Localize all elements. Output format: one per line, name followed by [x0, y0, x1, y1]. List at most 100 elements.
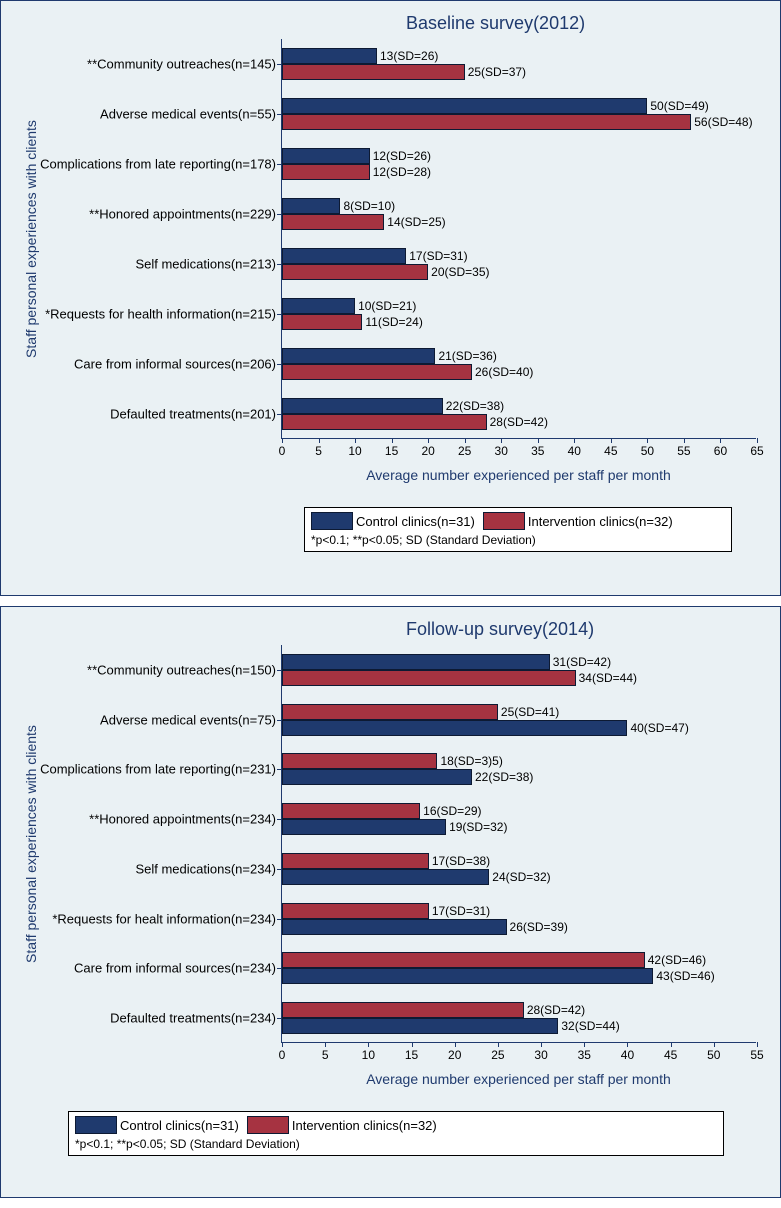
intervention-bar: [282, 314, 362, 330]
intervention-bar: [282, 704, 498, 720]
y-axis-label: Staff personal experiences with clients: [23, 109, 39, 369]
category-label: Self medications(n=234): [135, 861, 282, 876]
category-label: Care from informal sources(n=206): [74, 357, 282, 372]
category-label: Self medications(n=213): [135, 257, 282, 272]
legend: Control clinics(n=31)Intervention clinic…: [68, 1111, 724, 1156]
x-tick-label: 0: [279, 444, 286, 458]
intervention-bar: [282, 670, 576, 686]
legend-row: Control clinics(n=31) Intervention clinic…: [311, 512, 725, 530]
legend: Control clinics(n=31) Intervention clinic…: [304, 507, 732, 552]
bar-value-label: 21(SD=36): [438, 349, 496, 363]
x-tick: [757, 1042, 758, 1047]
intervention-bar: [282, 114, 691, 130]
legend-label-control: Control clinics(n=31): [356, 514, 475, 529]
category-label: Complications from late reporting(n=231): [40, 762, 282, 777]
bar-value-label: 19(SD=32): [449, 820, 507, 834]
category-label: Adverse medical events(n=55): [100, 107, 282, 122]
bar-value-label: 17(SD=31): [432, 904, 490, 918]
x-tick-label: 50: [641, 444, 654, 458]
intervention-bar: [282, 853, 429, 869]
intervention-bar: [282, 753, 437, 769]
x-tick-label: 55: [677, 444, 690, 458]
x-tick-label: 40: [568, 444, 581, 458]
x-tick: [541, 1042, 542, 1047]
x-axis-label: Average number experienced per staff per…: [281, 467, 756, 483]
x-tick: [611, 438, 612, 443]
intervention-bar: [282, 264, 428, 280]
control-bar: [282, 654, 550, 670]
plot-area: 0510152025303540455055**Community outrea…: [281, 645, 756, 1043]
x-tick-label: 10: [362, 1048, 375, 1062]
bar-value-label: 26(SD=39): [510, 920, 568, 934]
intervention-bar: [282, 1002, 524, 1018]
bar-value-label: 40(SD=47): [630, 721, 688, 735]
legend-swatch-control: [311, 512, 353, 530]
bar-value-label: 26(SD=40): [475, 365, 533, 379]
x-tick: [647, 438, 648, 443]
panel-title: Baseline survey(2012): [406, 13, 585, 34]
bar-value-label: 18(SD=3)5): [440, 754, 502, 768]
bar-value-label: 12(SD=28): [373, 165, 431, 179]
bar-value-label: 13(SD=26): [380, 49, 438, 63]
x-tick: [355, 438, 356, 443]
control-bar: [282, 398, 443, 414]
category-label: *Requests for healt information(n=234): [52, 911, 282, 926]
x-tick: [574, 438, 575, 443]
bar-value-label: 22(SD=38): [446, 399, 504, 413]
x-tick-label: 15: [405, 1048, 418, 1062]
bar-value-label: 22(SD=38): [475, 770, 533, 784]
x-tick: [501, 438, 502, 443]
x-tick: [282, 438, 283, 443]
x-tick-label: 25: [491, 1048, 504, 1062]
bar-value-label: 20(SD=35): [431, 265, 489, 279]
legend-label-intervention: Intervention clinics(n=32): [528, 514, 673, 529]
x-tick-label: 40: [621, 1048, 634, 1062]
chart-panel-baseline: Baseline survey(2012) Staff personal expe…: [0, 0, 781, 596]
bar-value-label: 16(SD=29): [423, 804, 481, 818]
x-tick-label: 15: [385, 444, 398, 458]
bar-value-label: 25(SD=37): [468, 65, 526, 79]
bar-value-label: 50(SD=49): [650, 99, 708, 113]
category-label: **Community outreaches(n=150): [87, 662, 282, 677]
control-bar: [282, 720, 627, 736]
x-tick: [584, 1042, 585, 1047]
legend-swatch-control: [75, 1116, 117, 1134]
x-tick: [627, 1042, 628, 1047]
bar-value-label: 31(SD=42): [553, 655, 611, 669]
legend-swatch-intervention: [483, 512, 525, 530]
bar-value-label: 17(SD=31): [409, 249, 467, 263]
control-bar: [282, 348, 435, 364]
x-tick-label: 25: [458, 444, 471, 458]
category-label: **Honored appointments(n=229): [89, 207, 282, 222]
bar-value-label: 10(SD=21): [358, 299, 416, 313]
legend-row: Control clinics(n=31)Intervention clinic…: [75, 1116, 717, 1134]
x-tick: [368, 1042, 369, 1047]
intervention-bar: [282, 414, 487, 430]
control-bar: [282, 919, 507, 935]
control-bar: [282, 98, 647, 114]
x-tick: [498, 1042, 499, 1047]
x-tick-label: 5: [322, 1048, 329, 1062]
plot-area: 05101520253035404550556065**Community ou…: [281, 39, 756, 439]
x-tick: [392, 438, 393, 443]
intervention-bar: [282, 364, 472, 380]
legend-swatch-intervention: [247, 1116, 289, 1134]
control-bar: [282, 148, 370, 164]
bar-value-label: 14(SD=25): [387, 215, 445, 229]
x-tick: [325, 1042, 326, 1047]
x-tick-label: 45: [664, 1048, 677, 1062]
x-tick: [757, 438, 758, 443]
category-label: *Requests for health information(n=215): [45, 307, 282, 322]
category-label: Adverse medical events(n=75): [100, 712, 282, 727]
bar-value-label: 17(SD=38): [432, 854, 490, 868]
legend-label-control: Control clinics(n=31): [120, 1118, 239, 1133]
control-bar: [282, 869, 489, 885]
control-bar: [282, 1018, 558, 1034]
category-label: Care from informal sources(n=234): [74, 961, 282, 976]
bar-value-label: 25(SD=41): [501, 705, 559, 719]
x-tick-label: 20: [448, 1048, 461, 1062]
x-tick: [412, 1042, 413, 1047]
x-tick-label: 20: [421, 444, 434, 458]
x-tick-label: 35: [531, 444, 544, 458]
x-tick-label: 60: [714, 444, 727, 458]
